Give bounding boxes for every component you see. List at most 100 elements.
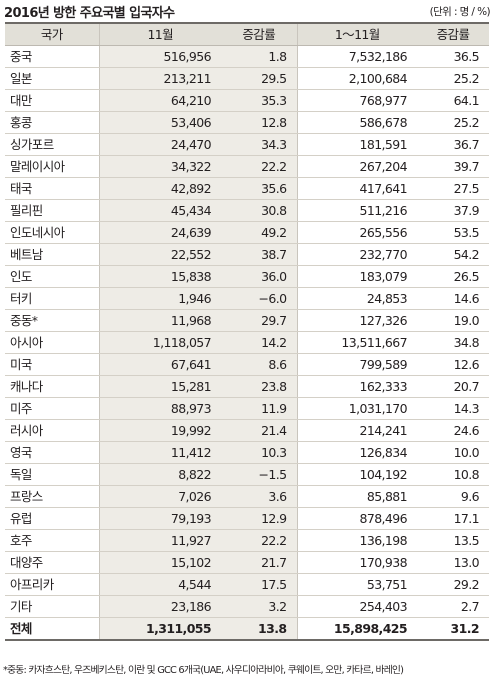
jan-nov-cell: 768,977 [296,89,417,112]
november-change-cell: 10.3 [221,441,297,464]
table-row: 호주 11,927 22.2 136,198 13.5 [5,529,489,552]
table-row: 프랑스 7,026 3.6 85,881 9.6 [5,485,489,508]
november-cell: 8,822 [98,463,221,486]
jan-nov-cell: 1,031,170 [296,397,417,420]
country-cell: 러시아 [5,419,99,442]
november-cell: 42,892 [98,177,221,200]
header-country: 국가 [5,22,99,46]
header-row: 국가 11월 증감률 1～11월 증감률 [5,22,489,46]
november-change-cell: 35.6 [221,177,297,200]
jan-nov-change-cell: 53.5 [417,221,489,244]
jan-nov-cell: 126,834 [296,441,417,464]
country-cell: 캐나다 [5,375,99,398]
table-row: 미국 67,641 8.6 799,589 12.6 [5,353,489,376]
november-change-cell: 23.8 [221,375,297,398]
table-row: 중국 516,956 1.8 7,532,186 36.5 [5,45,489,68]
country-cell: 필리핀 [5,199,99,222]
table-row: 아시아 1,118,057 14.2 13,511,667 34.8 [5,331,489,354]
november-change-cell: 21.4 [221,419,297,442]
november-change-cell: 12.8 [221,111,297,134]
november-change-cell: 29.5 [221,67,297,90]
jan-nov-change-cell: 29.2 [417,573,489,596]
jan-nov-change-cell: 37.9 [417,199,489,222]
jan-nov-cell: 181,591 [296,133,417,156]
jan-nov-change-cell: 9.6 [417,485,489,508]
november-cell: 11,412 [98,441,221,464]
country-cell: 싱가포르 [5,133,99,156]
jan-nov-cell: 878,496 [296,507,417,530]
country-cell: 미주 [5,397,99,420]
jan-nov-cell: 13,511,667 [296,331,417,354]
country-cell: 중국 [5,45,99,68]
country-cell: 아프리카 [5,573,99,596]
november-cell: 23,186 [98,595,221,618]
country-cell: 태국 [5,177,99,200]
table-row: 인도네시아 24,639 49.2 265,556 53.5 [5,221,489,244]
jan-nov-change-cell: 14.3 [417,397,489,420]
jan-nov-cell: 24,853 [296,287,417,310]
country-cell: 홍콩 [5,111,99,134]
november-cell: 22,552 [98,243,221,266]
table-title: 2016년 방한 주요국별 입국자수 [4,6,175,21]
jan-nov-change-cell: 24.6 [417,419,489,442]
november-cell: 11,927 [98,529,221,552]
jan-nov-change-cell: 36.5 [417,45,489,68]
table-row: 러시아 19,992 21.4 214,241 24.6 [5,419,489,442]
table-row: 대양주 15,102 21.7 170,938 13.0 [5,551,489,574]
november-change-cell: −1.5 [221,463,297,486]
november-cell: 67,641 [98,353,221,376]
november-cell: 88,973 [98,397,221,420]
november-change-cell: 13.8 [221,617,297,641]
jan-nov-change-cell: 19.0 [417,309,489,332]
jan-nov-cell: 2,100,684 [296,67,417,90]
jan-nov-cell: 162,333 [296,375,417,398]
country-cell: 전체 [5,617,99,641]
jan-nov-change-cell: 13.0 [417,551,489,574]
jan-nov-change-cell: 36.7 [417,133,489,156]
country-cell: 말레이시아 [5,155,99,178]
november-cell: 15,102 [98,551,221,574]
jan-nov-change-cell: 31.2 [417,617,489,641]
table-row: 홍콩 53,406 12.8 586,678 25.2 [5,111,489,134]
jan-nov-cell: 15,898,425 [296,617,417,641]
jan-nov-cell: 85,881 [296,485,417,508]
jan-nov-cell: 170,938 [296,551,417,574]
jan-nov-cell: 799,589 [296,353,417,376]
country-cell: 유럽 [5,507,99,530]
table-row: 터키 1,946 −6.0 24,853 14.6 [5,287,489,310]
table-row: 일본 213,211 29.5 2,100,684 25.2 [5,67,489,90]
table-row: 중동* 11,968 29.7 127,326 19.0 [5,309,489,332]
jan-nov-change-cell: 34.8 [417,331,489,354]
country-cell: 독일 [5,463,99,486]
november-cell: 24,639 [98,221,221,244]
country-cell: 일본 [5,67,99,90]
november-change-cell: 8.6 [221,353,297,376]
november-change-cell: 34.3 [221,133,297,156]
november-cell: 19,992 [98,419,221,442]
table-body: 중국 516,956 1.8 7,532,186 36.5 일본 213,211 29.5 2,… [5,45,489,641]
table-row: 베트남 22,552 38.7 232,770 54.2 [5,243,489,266]
november-cell: 45,434 [98,199,221,222]
november-change-cell: 35.3 [221,89,297,112]
november-cell: 64,210 [98,89,221,112]
country-cell: 대양주 [5,551,99,574]
jan-nov-cell: 136,198 [296,529,417,552]
jan-nov-cell: 7,532,186 [296,45,417,68]
jan-nov-change-cell: 25.2 [417,111,489,134]
jan-nov-change-cell: 13.5 [417,529,489,552]
table-row: 인도 15,838 36.0 183,079 26.5 [5,265,489,288]
table-row: 필리핀 45,434 30.8 511,216 37.9 [5,199,489,222]
november-change-cell: 17.5 [221,573,297,596]
table-row: 미주 88,973 11.9 1,031,170 14.3 [5,397,489,420]
country-cell: 아시아 [5,331,99,354]
jan-nov-change-cell: 20.7 [417,375,489,398]
table-row: 유럽 79,193 12.9 878,496 17.1 [5,507,489,530]
jan-nov-change-cell: 64.1 [417,89,489,112]
table-row: 태국 42,892 35.6 417,641 27.5 [5,177,489,200]
jan-nov-change-cell: 39.7 [417,155,489,178]
jan-nov-change-cell: 26.5 [417,265,489,288]
november-cell: 4,544 [98,573,221,596]
november-cell: 24,470 [98,133,221,156]
table-row: 대만 64,210 35.3 768,977 64.1 [5,89,489,112]
